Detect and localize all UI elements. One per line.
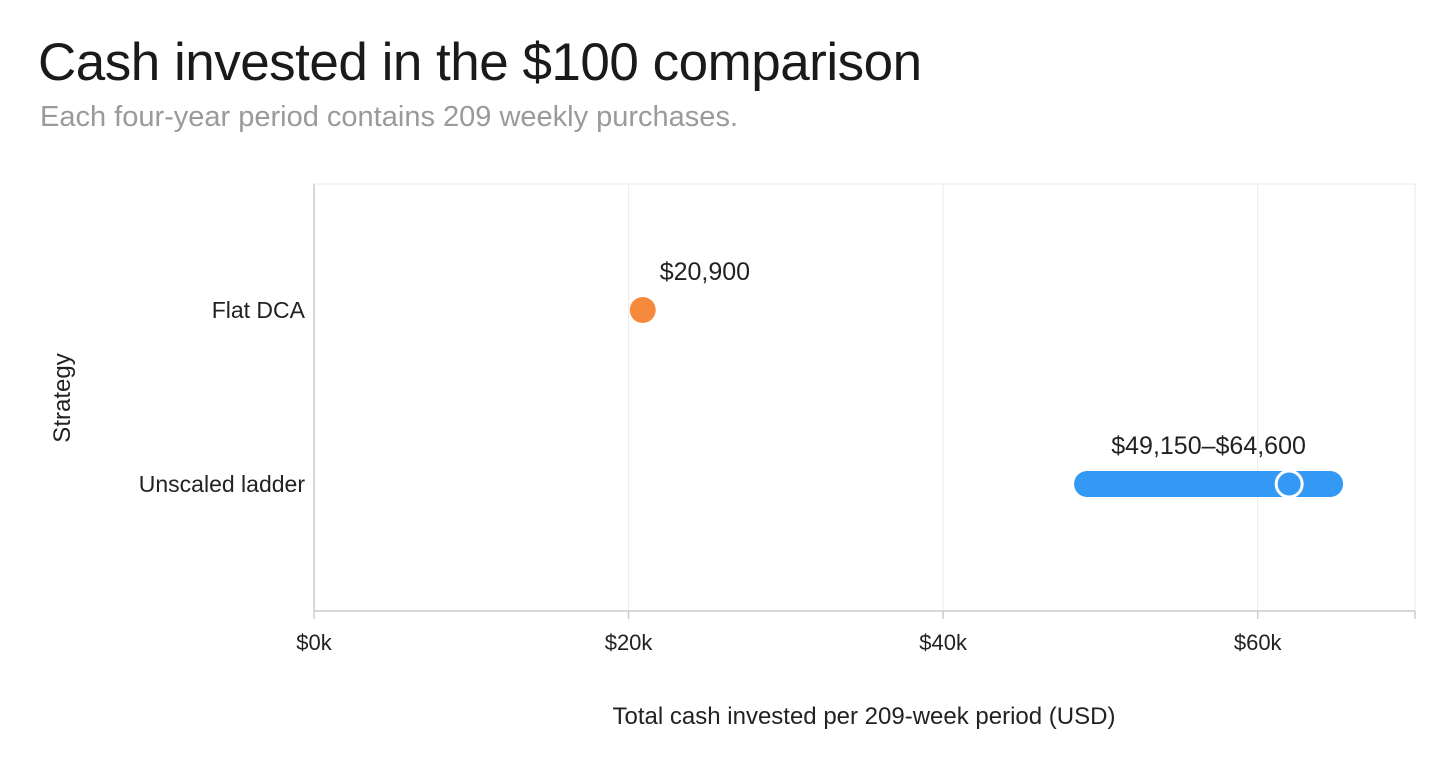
category-label: Unscaled ladder bbox=[139, 471, 306, 497]
x-tick-label: $40k bbox=[919, 630, 968, 655]
data-marks: $20,900 $49,150–$64,600 bbox=[629, 258, 1344, 499]
category-label: Flat DCA bbox=[212, 297, 306, 323]
gridlines bbox=[628, 184, 1259, 611]
chart-title: Cash invested in the $100 comparison bbox=[38, 33, 922, 92]
x-axis-title: Total cash invested per 209-week period … bbox=[613, 703, 1116, 730]
y-axis-categories: Flat DCA Unscaled ladder bbox=[139, 297, 306, 497]
range-marker bbox=[1274, 469, 1304, 499]
chart-subtitle: Each four-year period contains 209 weekl… bbox=[40, 101, 738, 133]
x-tick-label: $0k bbox=[296, 630, 332, 655]
x-axis-ticks: $0k $20k $40k $60k bbox=[296, 611, 1416, 655]
y-axis-title: Strategy bbox=[49, 353, 76, 442]
data-label: $49,150–$64,600 bbox=[1111, 432, 1306, 460]
x-tick-label: $20k bbox=[605, 630, 654, 655]
x-tick-label: $60k bbox=[1234, 630, 1283, 655]
plot-area bbox=[313, 183, 1416, 612]
data-label: $20,900 bbox=[660, 258, 750, 286]
point-marker bbox=[629, 297, 656, 323]
